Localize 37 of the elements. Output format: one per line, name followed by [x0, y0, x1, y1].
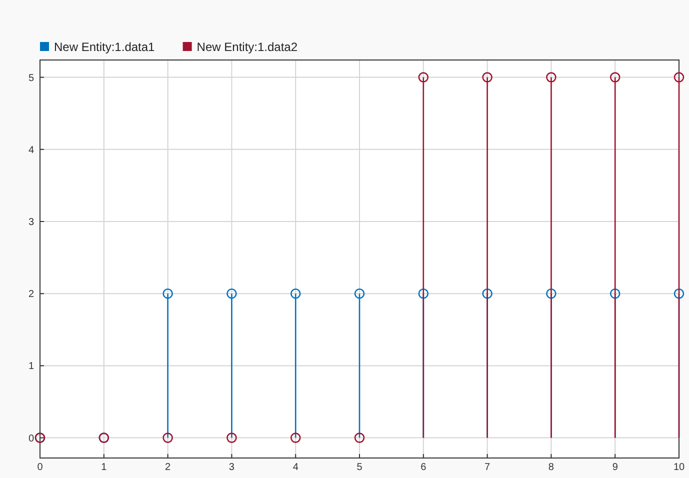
point: [162, 432, 173, 443]
x-tick-label: 0: [37, 462, 44, 473]
point: [418, 288, 429, 299]
y-tick-label: 0: [28, 433, 34, 444]
x-tick-label: 6: [420, 462, 427, 473]
point: [354, 288, 365, 299]
point: [226, 432, 237, 443]
x-tick-label: 4: [292, 462, 299, 473]
x-tick-label: 8: [548, 462, 554, 473]
y-tick-label: 4: [28, 144, 34, 156]
x-tick-label: 1: [101, 462, 108, 473]
y-tick-label: 3: [28, 217, 34, 228]
point: [546, 72, 556, 82]
legend-label: New Entity:1.data2: [196, 40, 298, 54]
legend-label: New Entity:1.data1: [54, 40, 156, 54]
point: [482, 288, 492, 299]
point: [226, 288, 237, 299]
point: [290, 432, 301, 443]
y-tick-label: 1: [28, 361, 34, 372]
point: [546, 288, 556, 299]
y-tick-label: 2: [28, 289, 34, 300]
x-tick-label: 9: [612, 462, 618, 473]
point: [610, 72, 620, 82]
x-tick-label: 7: [484, 462, 491, 473]
point: [290, 288, 301, 299]
point: [354, 432, 365, 443]
x-tick-label: 10: [673, 462, 685, 473]
y-tick-label: 5: [28, 72, 34, 84]
x-tick-label: 5: [356, 462, 363, 473]
x-tick-label: 3: [228, 462, 235, 473]
point: [162, 288, 173, 299]
x-tick-label: 2: [165, 462, 172, 473]
point: [674, 288, 684, 299]
point: [674, 72, 684, 82]
point: [418, 72, 429, 82]
point: [610, 288, 620, 299]
point: [482, 72, 492, 82]
